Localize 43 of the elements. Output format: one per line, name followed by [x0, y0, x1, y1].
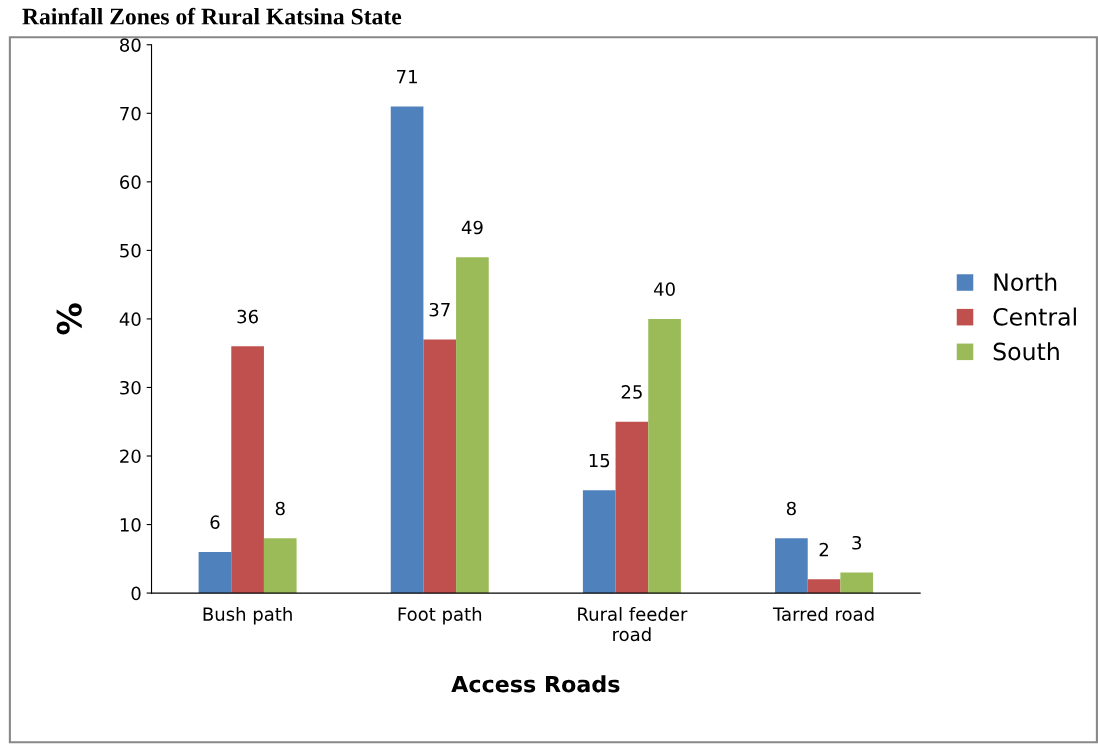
- y-tick-label: 60: [120, 175, 141, 189]
- bar: [775, 538, 808, 594]
- x-axis-title: Access Roads: [451, 675, 620, 693]
- data-label: 3: [852, 535, 862, 550]
- x-tick-label: Foot path: [398, 606, 482, 625]
- data-label: 8: [275, 501, 285, 516]
- data-label: 25: [621, 385, 642, 399]
- y-tick-label: 0: [131, 586, 141, 601]
- y-tick-label: 50: [120, 243, 141, 258]
- data-label: 6: [210, 515, 220, 529]
- bar: [456, 257, 489, 594]
- bar: [423, 339, 457, 594]
- bar: [582, 490, 616, 594]
- bar: [231, 346, 264, 594]
- x-tick-label: Bush path: [203, 606, 292, 625]
- data-label: 36: [237, 309, 258, 324]
- data-label: 15: [589, 453, 610, 468]
- legend-label: Central: [993, 307, 1076, 326]
- y-tick-label: 40: [119, 312, 141, 327]
- x-tick-label: Rural feeder road: [578, 606, 688, 642]
- data-label: 40: [653, 282, 675, 296]
- data-label: 37: [429, 302, 450, 317]
- bar: [198, 551, 232, 594]
- bar: [648, 318, 681, 594]
- y-axis-title: %: [56, 303, 82, 335]
- chart-title: Rainfall Zones of Rural Katsina State: [22, 7, 402, 25]
- data-label: 71: [397, 70, 417, 84]
- x-tick-label: Tarred road: [772, 606, 874, 621]
- y-tick-label: 80: [120, 38, 141, 52]
- bar: [263, 538, 297, 594]
- legend-label: North: [994, 272, 1057, 292]
- y-tick-label: 30: [120, 380, 141, 395]
- bar: [840, 572, 874, 594]
- bar: [807, 579, 841, 594]
- data-label: 8: [786, 501, 796, 516]
- data-label: 49: [461, 220, 483, 235]
- y-tick-label: 20: [120, 449, 141, 464]
- data-label: 2: [819, 542, 828, 557]
- bar: [390, 106, 424, 594]
- y-tick-label: 10: [120, 517, 141, 532]
- y-tick-label: 70: [120, 106, 141, 121]
- bar: [615, 421, 649, 594]
- legend-label: South: [993, 342, 1059, 361]
